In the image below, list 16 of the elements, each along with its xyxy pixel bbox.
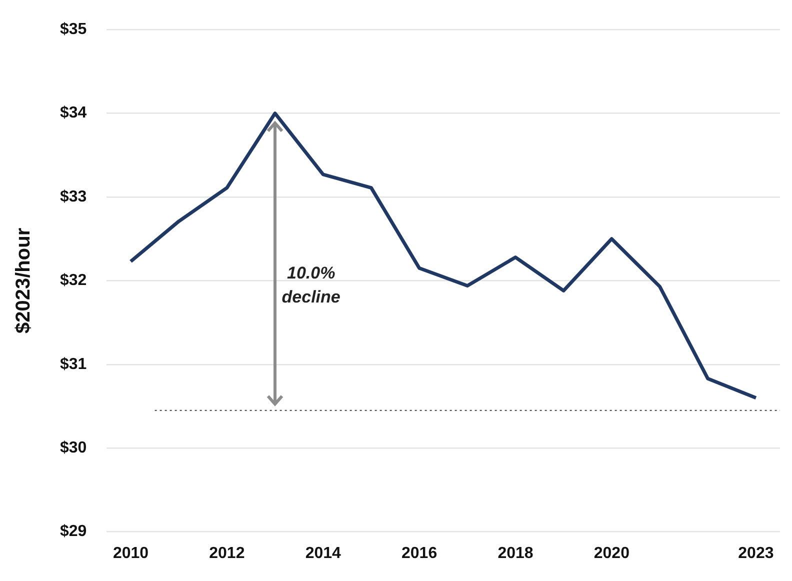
y-tick-label: $33 [60,188,87,206]
x-tick-label: 2014 [305,544,342,562]
x-tick-label: 2010 [112,544,149,562]
x-tick-label: 2016 [402,544,438,562]
annotation: 10.0% decline [282,263,340,306]
x-tick-label: 2020 [594,544,630,562]
x-tick-label: 2018 [498,544,534,562]
y-tick-label: $29 [60,523,87,540]
y-axis-title: $2023/hour [12,228,35,334]
x-tick-label: 2023 [738,544,774,562]
y-tick-label: $35 [60,21,87,38]
y-tick-label: $32 [60,272,87,290]
y-tick-label: $31 [60,356,87,373]
y-tick-label: $34 [60,104,87,122]
y-tick-label: $30 [60,440,87,457]
x-tick-label: 2012 [209,544,245,562]
